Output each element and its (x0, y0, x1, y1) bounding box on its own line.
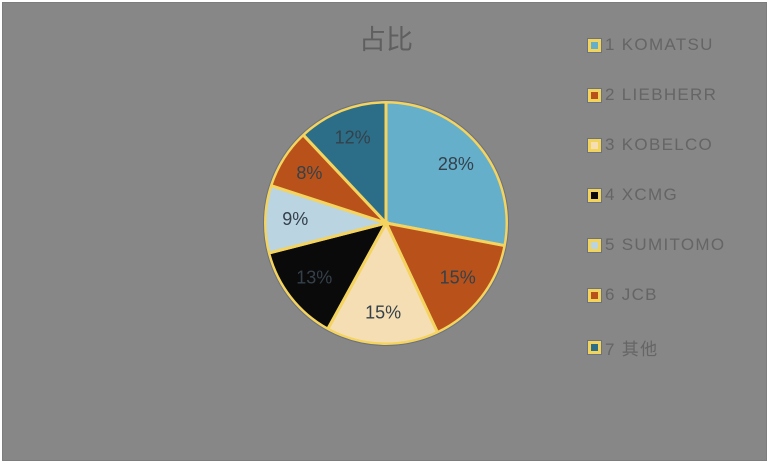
svg-text:15%: 15% (440, 267, 476, 287)
svg-text:15%: 15% (365, 302, 401, 322)
svg-text:12%: 12% (335, 127, 371, 147)
svg-text:8%: 8% (296, 163, 322, 183)
svg-text:13%: 13% (296, 267, 332, 287)
svg-text:28%: 28% (438, 154, 474, 174)
svg-text:9%: 9% (282, 209, 308, 229)
